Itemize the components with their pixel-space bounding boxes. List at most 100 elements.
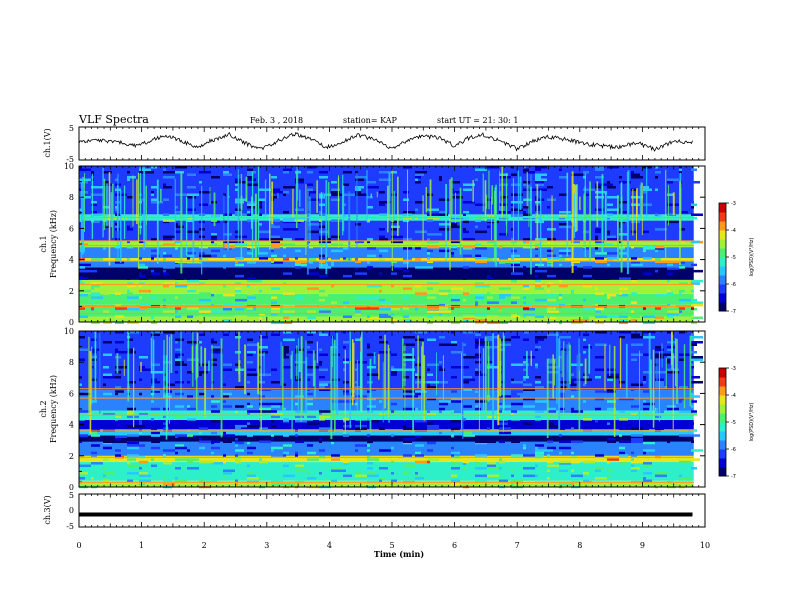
ch2-spec-noise-cell — [283, 454, 286, 457]
ch1-spec-noise-cell — [259, 243, 271, 246]
ch2-spec-noise-cell — [463, 378, 475, 381]
ch1-colorbar-swatch — [719, 293, 726, 303]
ch1-spec-noise-cell — [535, 243, 541, 246]
ch1-spec-noise-cell — [343, 240, 346, 244]
ch2-spec-noise-cell — [283, 356, 289, 359]
ch2-spec-sferic — [133, 347, 135, 428]
ch1-spec-noise-cell — [427, 321, 433, 325]
ch1-spec-noise-cell — [187, 233, 196, 236]
ch1-spec-sferic — [579, 196, 581, 211]
ch2-spec-sferic — [204, 347, 207, 418]
ch2-spec-noise-cell — [139, 422, 142, 425]
ch2-spec-noise-cell — [607, 469, 613, 473]
ch1-spec-sferic — [539, 189, 542, 266]
ch2-spec-noise-cell — [367, 474, 379, 478]
ch1-spec-noise-cell — [139, 319, 151, 322]
ch2-spec-sferic — [404, 344, 406, 421]
ch1-spec-noise-cell — [283, 168, 292, 171]
x-tick-label: 4 — [327, 541, 332, 550]
ch1-spec-noise-cell — [223, 267, 235, 270]
ch1-spec-noise-cell — [103, 206, 109, 209]
ch2-spec-noise-cell — [643, 361, 652, 364]
ch2-spec-noise-cell — [439, 341, 445, 344]
ch2-spec-noise-cell — [535, 363, 538, 366]
ch1-spec-sferic — [506, 172, 508, 236]
ch1-spec-noise-cell — [475, 274, 478, 278]
ch2-spec-noise-cell — [475, 477, 481, 480]
ch1-spec-noise-cell — [151, 223, 154, 226]
ch2-spec-noise-cell — [139, 386, 145, 389]
ch1-spec-noise-cell — [247, 277, 256, 280]
ch2-spec-noise-cell — [319, 351, 325, 354]
ch1-spec-sferic — [620, 182, 623, 231]
ch2-spec-noise-cell — [511, 390, 523, 393]
ch1-spec-noise-cell — [271, 254, 277, 258]
ch1-spec-noise-cell — [79, 282, 85, 285]
ch1-spec-noise-cell — [607, 208, 619, 211]
ch1-spec-noise-cell — [631, 173, 640, 176]
ch2-spec-noise-cell — [259, 373, 271, 376]
ch1-spec-noise-cell — [547, 263, 553, 267]
ch2-spec-sferic — [689, 335, 692, 407]
ch2-spec-noise-cell — [331, 446, 334, 450]
ch1-spec-noise-cell — [295, 219, 304, 222]
ch2-spec-noise-cell — [151, 390, 160, 393]
ch1-spec-noise-cell — [139, 243, 145, 246]
ch1-spec-noise-cell — [259, 312, 265, 316]
ch2-spec-noise-cell — [355, 338, 361, 341]
ch2-spec-noise-cell — [79, 410, 91, 413]
ch1-spec-noise-cell — [655, 260, 667, 264]
ch1-spec-noise-cell — [391, 312, 394, 316]
ch1-spec-noise-cell — [283, 198, 286, 201]
ch2-spec-noise-cell — [595, 435, 604, 439]
ch1-spec-noise-cell — [535, 188, 547, 191]
ch1-colorbar-ticklabel: -6 — [731, 282, 736, 288]
ch2-spec-noise-cell — [619, 336, 625, 339]
ch2-spec-noise-cell — [259, 407, 271, 411]
ch1-spec-noise-cell — [523, 266, 526, 269]
ch1-spec-noise-cell — [679, 292, 682, 295]
ch1-colorbar-swatch — [719, 275, 726, 285]
ch1-spec-noise-cell — [595, 303, 598, 307]
ch2-spec-sferic — [353, 342, 355, 397]
ch1-spec-noise-cell — [355, 307, 367, 310]
ch2-spec-sferic — [152, 333, 154, 399]
ch2-spec-noise-cell — [451, 431, 460, 435]
ch1-spec-noise-cell — [595, 252, 607, 255]
ch1-spec-noise-cell — [103, 171, 112, 174]
ch1-spec-noise-cell — [523, 168, 529, 171]
ch2-spec-noise-cell — [487, 424, 496, 428]
ch2-spec-noise-cell — [283, 338, 295, 341]
ch1-spec-noise-cell — [115, 292, 121, 295]
ch2-spec-noise-cell — [583, 418, 592, 421]
ch1-spec-ytick-label: 0 — [69, 318, 74, 327]
ch2-spec-noise-cell — [583, 415, 586, 419]
ch1-spec-noise-cell — [283, 257, 286, 260]
ch1-spec-sferic — [277, 192, 279, 199]
ch1-spec-noise-cell — [403, 296, 409, 299]
ch2-spec-noise-cell — [691, 341, 703, 344]
ch1-spec-noise-cell — [259, 289, 262, 293]
ch2-spec-noise-cell — [91, 477, 94, 480]
ch2-spec-noise-cell — [535, 341, 538, 344]
ch2-spec-noise-cell — [439, 400, 451, 403]
ch1-spec-noise-cell — [319, 240, 331, 244]
ch2-spec-noise-cell — [439, 368, 445, 371]
ch2-spec-noise-cell — [571, 467, 577, 470]
ch2-spec-noise-cell — [235, 410, 238, 414]
ch1-spec-noise-cell — [619, 240, 622, 244]
ch2-spec-noise-cell — [487, 363, 493, 366]
ch1-spec-noise-cell — [595, 201, 607, 204]
ch1-spec-noise-cell — [535, 263, 544, 267]
ch1-spec-sferic — [251, 196, 253, 229]
ch2-spec-noise-cell — [307, 378, 310, 381]
ch2-spec-noise-cell — [127, 331, 139, 334]
ch2-spec-noise-cell — [391, 373, 397, 376]
ch2-spec-noise-cell — [655, 376, 667, 379]
ch1-spec-noise-cell — [667, 289, 670, 293]
ch2-spec-noise-cell — [643, 407, 649, 411]
ch1-spec-noise-cell — [547, 312, 556, 316]
ch1-spec-noise-cell — [127, 298, 130, 302]
ch1-spec-sferic — [192, 194, 195, 264]
ch1-spec-noise-cell — [511, 279, 517, 283]
